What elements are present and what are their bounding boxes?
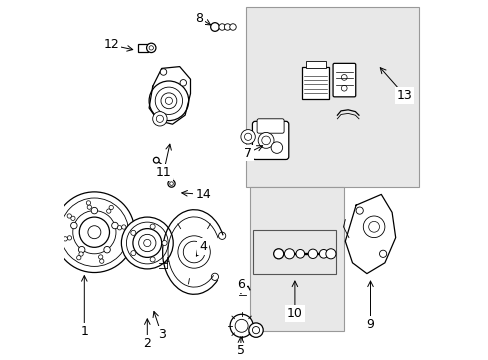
Circle shape [363,216,384,238]
Circle shape [307,249,317,258]
Circle shape [210,23,219,31]
Circle shape [167,180,175,187]
Circle shape [149,81,188,121]
Circle shape [70,222,77,229]
Circle shape [152,112,167,126]
Circle shape [130,251,136,256]
FancyBboxPatch shape [332,63,355,97]
Circle shape [155,87,182,114]
Bar [137,44,148,52]
Text: 7: 7 [244,147,252,159]
Circle shape [295,249,304,258]
Circle shape [162,240,167,246]
Circle shape [103,247,110,253]
Circle shape [161,93,177,109]
Circle shape [106,209,111,213]
Circle shape [91,207,98,214]
Circle shape [98,255,102,259]
Circle shape [224,24,230,30]
Circle shape [111,222,118,229]
Bar [253,230,336,274]
Text: 1: 1 [80,325,88,338]
Circle shape [230,314,253,337]
Circle shape [160,69,166,75]
Circle shape [121,217,173,269]
Text: 4: 4 [199,240,206,253]
Circle shape [241,130,255,144]
Circle shape [100,259,104,263]
Bar [246,7,418,187]
Circle shape [258,132,273,148]
Circle shape [229,24,236,30]
FancyBboxPatch shape [252,121,288,159]
Text: 14: 14 [195,188,210,201]
Text: 3: 3 [158,328,165,341]
Circle shape [63,237,67,241]
Circle shape [67,236,71,240]
Text: 11: 11 [155,166,171,179]
Text: 10: 10 [286,307,302,320]
Circle shape [355,207,363,214]
Circle shape [273,249,283,259]
Circle shape [341,75,346,80]
Circle shape [379,250,386,257]
Circle shape [79,252,83,256]
Text: 12: 12 [103,39,119,51]
Circle shape [180,80,186,86]
Circle shape [146,43,156,53]
Circle shape [219,24,225,30]
Circle shape [88,226,101,239]
Bar [302,67,328,99]
Circle shape [87,205,91,209]
Text: 6: 6 [237,278,244,291]
FancyBboxPatch shape [257,119,284,133]
Circle shape [284,249,294,259]
Text: 9: 9 [366,318,374,330]
Circle shape [78,247,85,253]
Text: 5: 5 [236,345,244,357]
Circle shape [150,224,155,229]
Bar [305,61,325,68]
Circle shape [67,214,71,218]
Text: 8: 8 [195,12,203,24]
Circle shape [86,201,90,205]
Circle shape [109,205,113,210]
Circle shape [319,249,327,258]
Text: 2: 2 [143,337,151,350]
Circle shape [252,327,259,334]
Circle shape [143,239,151,247]
Circle shape [77,256,81,260]
Circle shape [270,142,282,153]
Circle shape [341,85,346,91]
Bar [249,187,343,331]
Circle shape [150,257,155,262]
Text: 13: 13 [396,89,412,102]
Circle shape [248,323,263,337]
Circle shape [153,157,159,163]
Circle shape [183,241,204,263]
Circle shape [117,226,122,230]
Circle shape [178,236,210,268]
Circle shape [235,319,247,332]
Circle shape [325,249,335,259]
Circle shape [71,216,75,220]
Circle shape [130,230,136,235]
Circle shape [122,225,126,229]
